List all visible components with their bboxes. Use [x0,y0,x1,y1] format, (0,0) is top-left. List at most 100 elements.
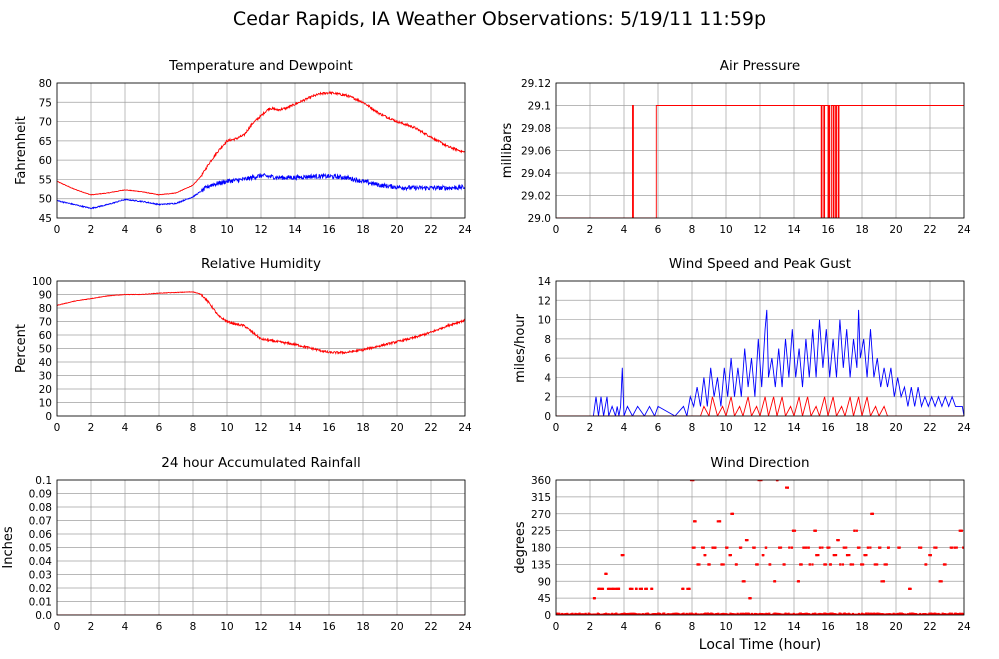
data-point [731,512,734,515]
data-point [948,612,951,615]
x-tick-label: 0 [54,422,61,434]
y-tick-label: 45 [538,593,551,605]
data-point [880,580,883,583]
x-tick-label: 14 [787,224,801,236]
data-point [842,546,845,549]
x-tick-label: 8 [190,621,197,633]
data-point [808,563,811,566]
data-point [785,486,788,489]
y-tick-label: 65 [39,136,52,148]
data-point [846,554,849,557]
data-point [935,546,938,549]
data-point [950,612,953,615]
x-tick-label: 24 [458,422,472,434]
data-point [959,529,962,532]
y-tick-label: 90 [39,290,52,302]
x-tick-label: 12 [753,621,766,633]
data-point [791,529,795,532]
data-point [688,612,691,615]
x-tick-label: 20 [889,621,902,633]
series-line-1 [57,172,465,210]
data-point [802,546,805,549]
chart-title: Temperature and Dewpoint [168,58,353,74]
data-point [787,612,790,615]
data-point [638,587,641,590]
data-point [687,587,691,590]
x-tick-label: 20 [390,621,403,633]
x-tick-label: 2 [587,422,594,434]
y-axis-label: Inches [1,526,16,568]
x-tick-label: 12 [254,621,267,633]
data-point [933,546,936,549]
x-tick-label: 4 [122,621,129,633]
data-point [604,572,607,575]
data-point [892,612,895,615]
chart-title: Relative Humidity [201,256,321,272]
data-point [805,546,808,549]
y-tick-label: 80 [39,78,52,90]
data-point [940,580,943,583]
data-point [696,563,699,566]
data-point [760,480,763,482]
y-tick-label: 29.08 [521,123,551,135]
x-tick-label: 24 [458,621,472,633]
data-point [796,580,800,583]
data-point [944,563,947,566]
x-tick-label: 16 [821,621,835,633]
y-tick-label: 29.06 [521,146,551,158]
series-line-0 [556,309,964,416]
x-tick-label: 18 [855,422,868,434]
y-tick-label: 80 [39,303,52,315]
data-point [717,612,720,615]
x-tick-label: 14 [787,621,801,633]
x-tick-label: 6 [156,621,163,633]
series-group [556,480,964,615]
y-tick-label: 45 [39,213,52,225]
x-tick-label: 10 [719,224,732,236]
x-tick-label: 18 [356,621,369,633]
x-tick-label: 22 [923,422,936,434]
y-tick-label: 0.08 [29,502,52,514]
data-point [814,529,817,532]
data-point [729,554,732,557]
data-point [768,563,771,566]
data-point [714,546,717,549]
x-tick-label: 2 [88,621,95,633]
x-tick-label: 18 [356,224,369,236]
data-point [728,554,731,557]
y-tick-label: 0.06 [29,529,53,541]
data-point [857,612,861,615]
data-point [640,587,643,590]
data-point [884,563,888,566]
data-point [845,546,848,549]
y-tick-label: 29.02 [521,191,551,203]
x-tick-label: 0 [553,422,560,434]
data-point [702,546,705,549]
data-point [726,546,729,549]
data-point [663,612,666,615]
y-tick-label: 90 [538,576,551,588]
x-tick-label: 22 [424,621,437,633]
data-point [782,563,785,566]
data-point [711,546,714,549]
data-point [849,563,852,566]
data-point [961,612,964,615]
x-tick-label: 2 [587,621,594,633]
data-point [955,546,958,549]
y-tick-label: 270 [531,509,551,521]
data-point [764,546,768,549]
y-tick-label: 0.03 [29,570,52,582]
data-point [848,554,851,557]
y-tick-label: 0 [45,411,52,423]
plot-frame [56,82,466,219]
data-point [917,546,921,549]
y-axis-label: Percent [14,324,29,373]
x-tick-label: 2 [587,224,594,236]
x-axis-label: Local Time (hour) [699,637,821,653]
data-point [834,554,838,557]
x-tick-label: 14 [288,621,302,633]
y-tick-label: 0.1 [35,475,52,487]
page-title: Cedar Rapids, IA Weather Observations: 5… [232,8,767,30]
data-point [615,587,618,590]
x-tick-label: 8 [689,422,696,434]
